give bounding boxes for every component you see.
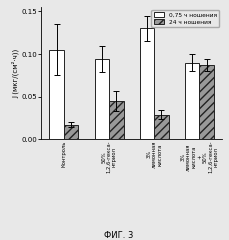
Bar (199, 65, 214, 139)
Bar (95, 59, 109, 139)
Bar (49, 50, 64, 139)
Text: ФИГ. 3: ФИГ. 3 (104, 231, 134, 240)
Bar (109, 101, 123, 139)
Legend: 0,75 ч ношения, 24 ч ношения: 0,75 ч ношения, 24 ч ношения (151, 10, 219, 27)
Bar (140, 29, 154, 139)
Bar (64, 125, 78, 139)
Bar (154, 114, 169, 139)
Bar (185, 63, 199, 139)
Y-axis label: J (мкг/(см²·ч)): J (мкг/(см²·ч)) (12, 48, 20, 98)
